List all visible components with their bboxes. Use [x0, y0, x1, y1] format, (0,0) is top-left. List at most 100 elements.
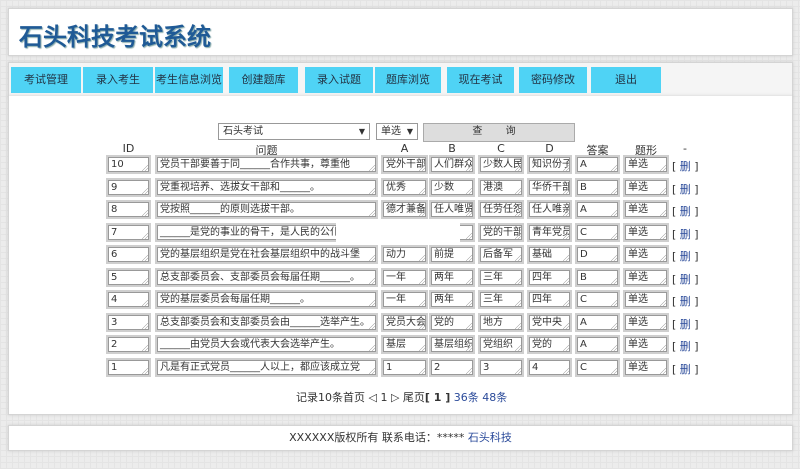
- field-q[interactable]: 党按照______的原则选拔干部。: [155, 200, 378, 219]
- field-d[interactable]: 四年: [527, 290, 572, 309]
- field-a[interactable]: 一年: [381, 267, 428, 287]
- delete-link[interactable]: [ 删 ]: [672, 227, 699, 241]
- field-id[interactable]: 3: [106, 312, 151, 332]
- field-type[interactable]: 单选: [623, 245, 669, 264]
- field-q[interactable]: ______由党员大会或代表大会选举产生。: [155, 335, 378, 354]
- field-a[interactable]: 一年: [381, 290, 428, 309]
- field-q[interactable]: 党的基层委员会每届任期______。: [155, 290, 378, 309]
- field-type[interactable]: 单选: [623, 357, 669, 377]
- field-id[interactable]: 5: [106, 267, 151, 287]
- field-a[interactable]: 动力: [381, 245, 428, 264]
- field-ans[interactable]: A: [575, 312, 620, 332]
- nav-3[interactable]: 创建题库: [229, 67, 298, 93]
- field-d[interactable]: 基础: [527, 245, 572, 264]
- field-a[interactable]: 优秀: [381, 177, 428, 197]
- field-type[interactable]: 单选: [623, 200, 669, 219]
- field-ans[interactable]: C: [575, 357, 620, 377]
- delete-link[interactable]: [ 删 ]: [672, 340, 699, 353]
- nav-2[interactable]: 考生信息浏览: [155, 67, 223, 93]
- field-q[interactable]: 总支部委员会、支部委员会每届任期______。: [155, 267, 378, 287]
- field-id[interactable]: 4: [106, 290, 151, 309]
- field-d[interactable]: 知识份子: [527, 155, 572, 174]
- field-id[interactable]: 9: [106, 177, 151, 197]
- field-id[interactable]: 8: [106, 200, 151, 219]
- pager-link-36[interactable]: 36条: [453, 391, 479, 404]
- field-c[interactable]: 后备军: [478, 245, 524, 264]
- field-c[interactable]: 地方: [478, 312, 524, 332]
- field-type[interactable]: 单选: [623, 312, 669, 332]
- field-ans[interactable]: D: [575, 245, 620, 264]
- field-a[interactable]: 1: [381, 357, 428, 377]
- field-d[interactable]: 华侨干部: [527, 177, 572, 197]
- field-b[interactable]: 两年: [429, 267, 475, 287]
- field-a[interactable]: 德才兼备: [381, 200, 428, 219]
- field-b[interactable]: 少数: [429, 177, 475, 197]
- nav-0[interactable]: 考试管理: [11, 67, 81, 93]
- pager-link-48[interactable]: 48条: [482, 391, 508, 404]
- field-ans[interactable]: A: [575, 335, 620, 354]
- delete-link[interactable]: [ 删 ]: [672, 362, 699, 376]
- field-ans[interactable]: A: [575, 155, 620, 174]
- delete-link[interactable]: [ 删 ]: [672, 160, 699, 173]
- field-q[interactable]: 党员干部要善于同______合作共事，尊重他: [155, 155, 378, 174]
- field-id[interactable]: 10: [106, 155, 151, 174]
- field-q[interactable]: 党的基层组织是党在社会基层组织中的战斗堡: [155, 245, 378, 264]
- nav-7[interactable]: 密码修改: [519, 67, 587, 93]
- delete-link[interactable]: [ 删 ]: [672, 182, 699, 196]
- field-b[interactable]: 基层组织: [429, 335, 475, 354]
- field-b[interactable]: 前提: [429, 245, 475, 264]
- nav-6[interactable]: 现在考试: [447, 67, 514, 93]
- field-q[interactable]: 总支部委员会和支部委员会由______选举产生。: [155, 312, 378, 332]
- field-c[interactable]: 3: [478, 357, 524, 377]
- field-b[interactable]: 2: [429, 357, 475, 377]
- field-ans[interactable]: C: [575, 290, 620, 309]
- field-b[interactable]: 党的: [429, 312, 475, 332]
- type-select[interactable]: 单选 ▼: [376, 123, 418, 140]
- nav-8[interactable]: 退出: [591, 67, 661, 93]
- field-d[interactable]: 四年: [527, 267, 572, 287]
- delete-link[interactable]: [ 删 ]: [672, 205, 699, 218]
- field-type[interactable]: 单选: [623, 177, 669, 197]
- field-id[interactable]: 7: [106, 222, 151, 242]
- field-a[interactable]: 基层: [381, 335, 428, 354]
- field-c[interactable]: 港澳: [478, 177, 524, 197]
- field-type[interactable]: 单选: [623, 267, 669, 287]
- field-a[interactable]: 党外干部: [381, 155, 428, 174]
- delete-link[interactable]: [ 删 ]: [672, 317, 699, 331]
- field-id[interactable]: 1: [106, 357, 151, 377]
- field-ans[interactable]: A: [575, 200, 620, 219]
- field-ans[interactable]: B: [575, 267, 620, 287]
- field-c[interactable]: 党组织: [478, 335, 524, 354]
- field-c[interactable]: 三年: [478, 290, 524, 309]
- field-b[interactable]: 任人唯贤: [429, 200, 475, 219]
- field-b[interactable]: 两年: [429, 290, 475, 309]
- field-ans[interactable]: C: [575, 222, 620, 242]
- field-type[interactable]: 单选: [623, 335, 669, 354]
- field-type[interactable]: 单选: [623, 155, 669, 174]
- nav-1[interactable]: 录入考生: [83, 67, 153, 93]
- field-d[interactable]: 党的: [527, 335, 572, 354]
- nav-4[interactable]: 录入试题: [305, 67, 373, 93]
- field-b[interactable]: 人们群众: [429, 155, 475, 174]
- field-type[interactable]: 单选: [623, 222, 669, 242]
- delete-link[interactable]: [ 删 ]: [672, 295, 699, 308]
- field-c[interactable]: 任劳任怨: [478, 200, 524, 219]
- field-a[interactable]: 党员大会: [381, 312, 428, 332]
- field-d[interactable]: 任人唯亲: [527, 200, 572, 219]
- field-d[interactable]: 4: [527, 357, 572, 377]
- field-c[interactable]: 少数人民: [478, 155, 524, 174]
- delete-link[interactable]: [ 删 ]: [672, 272, 699, 286]
- field-d[interactable]: 党中央: [527, 312, 572, 332]
- field-d[interactable]: 青年党员: [527, 222, 572, 242]
- field-type[interactable]: 单选: [623, 290, 669, 309]
- nav-5[interactable]: 题库浏览: [375, 67, 441, 93]
- field-c[interactable]: 三年: [478, 267, 524, 287]
- delete-link[interactable]: [ 删 ]: [672, 250, 699, 263]
- field-q[interactable]: 凡是有正式党员______人以上，都应该成立党: [155, 357, 378, 377]
- field-id[interactable]: 2: [106, 335, 151, 354]
- query-button[interactable]: 查 询: [423, 123, 575, 142]
- company-link[interactable]: 石头科技: [467, 431, 512, 444]
- field-id[interactable]: 6: [106, 245, 151, 264]
- field-c[interactable]: 党的干部: [478, 222, 524, 242]
- exam-select[interactable]: 石头考试 ▼: [218, 123, 370, 140]
